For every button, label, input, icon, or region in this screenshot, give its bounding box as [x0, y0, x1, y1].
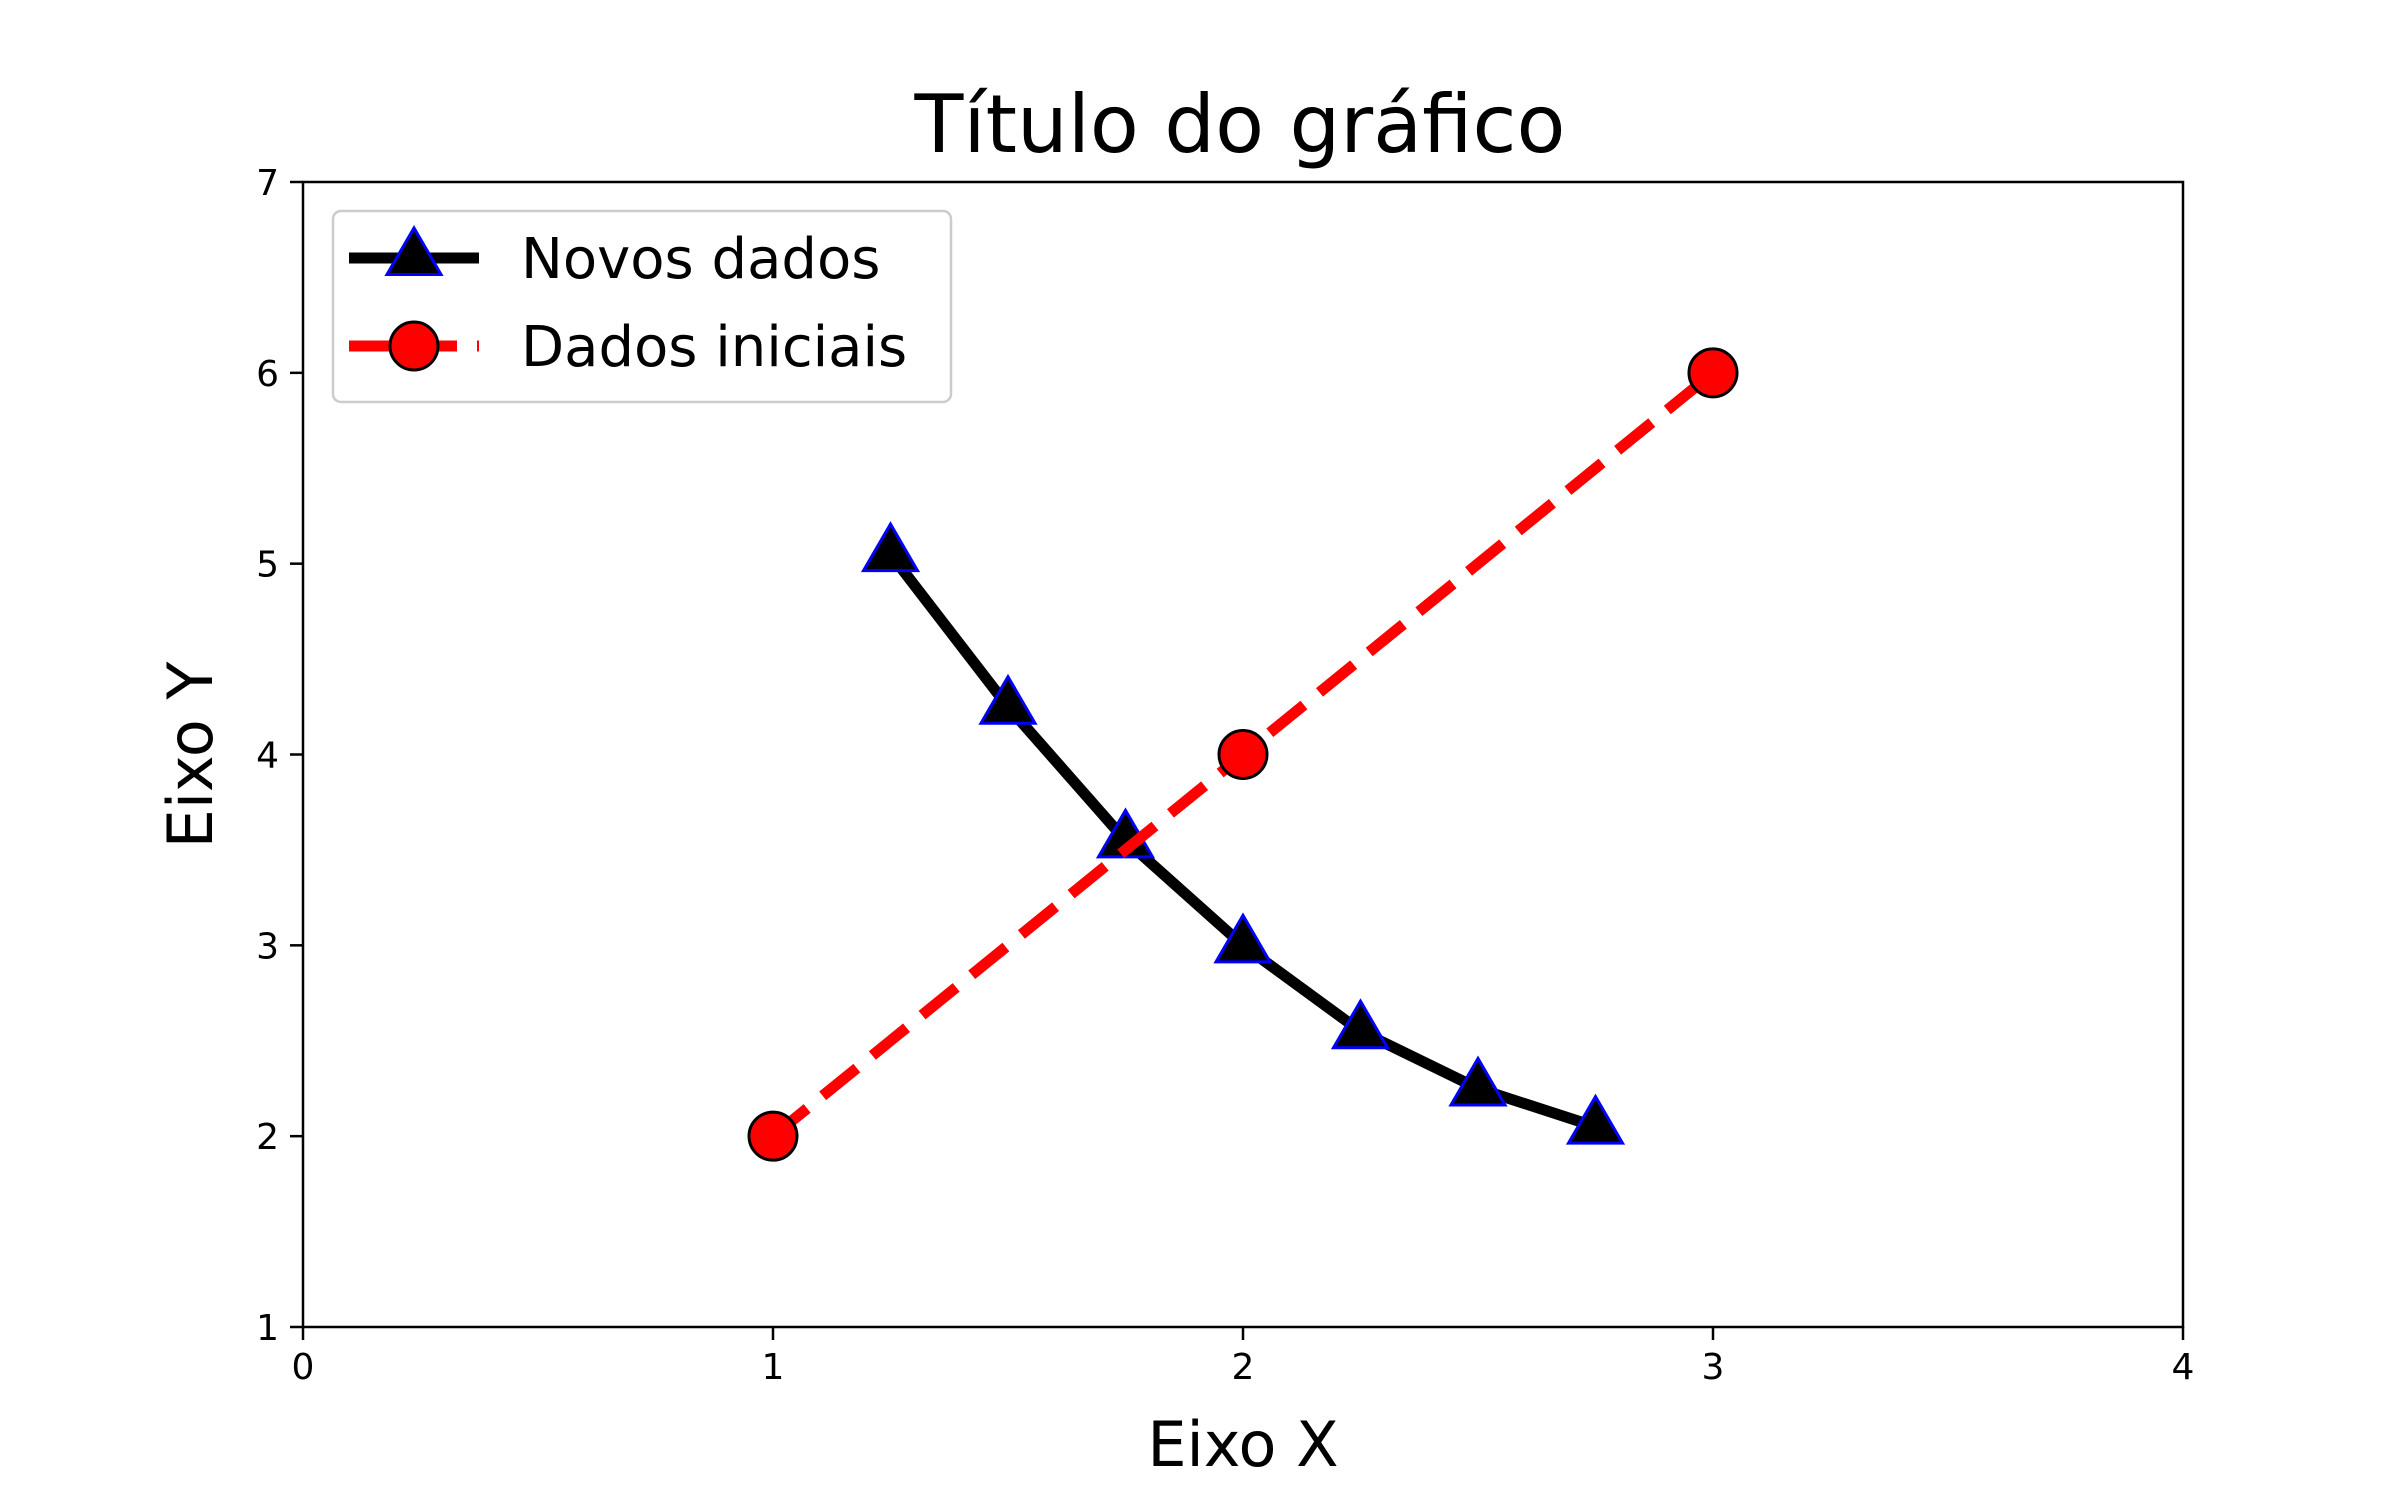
series-2 — [747, 347, 1739, 1162]
data-point — [860, 521, 921, 573]
legend-marker — [384, 225, 444, 276]
y-tick-label: 6 — [256, 354, 279, 395]
y-tick-label: 4 — [256, 736, 279, 777]
data-point — [1687, 347, 1739, 399]
y-tick-label: 7 — [256, 163, 279, 204]
legend-entry: Novos dados — [349, 225, 880, 292]
data-point — [1213, 912, 1273, 964]
chart-title: Título do gráfico — [914, 78, 1566, 171]
legend-label: Dados iniciais — [521, 315, 907, 380]
y-axis-label: Eixo Y — [154, 662, 227, 849]
data-point — [978, 673, 1038, 725]
y-tick-label: 2 — [256, 1117, 279, 1158]
data-point — [1448, 1055, 1508, 1107]
y-tick-label: 3 — [256, 926, 279, 967]
data-point — [1330, 998, 1391, 1050]
x-tick-label: 3 — [1702, 1347, 1725, 1388]
x-tick-label: 0 — [292, 1347, 315, 1388]
legend-marker — [388, 320, 440, 372]
data-point — [1217, 729, 1269, 780]
legend-label: Novos dados — [521, 227, 880, 292]
y-tick-label: 1 — [256, 1308, 279, 1349]
x-tick-label: 4 — [2172, 1347, 2195, 1388]
legend-box — [331, 209, 953, 404]
x-axis-label: Eixo X — [1147, 1408, 1338, 1481]
y-axis: 1 2 3 4 5 6 7 — [256, 163, 303, 1349]
plot-area — [747, 347, 1739, 1162]
data-point — [1565, 1093, 1626, 1145]
legend-entry: Dados iniciais — [349, 315, 907, 380]
legend: Novos dados Dados iniciais — [331, 209, 953, 404]
data-point — [747, 1110, 799, 1162]
x-tick-label: 2 — [1232, 1347, 1255, 1388]
series-1 — [860, 521, 1626, 1145]
x-axis: 0 1 2 3 4 — [292, 1327, 2195, 1388]
x-tick-label: 1 — [762, 1347, 785, 1388]
y-tick-label: 5 — [256, 545, 279, 586]
